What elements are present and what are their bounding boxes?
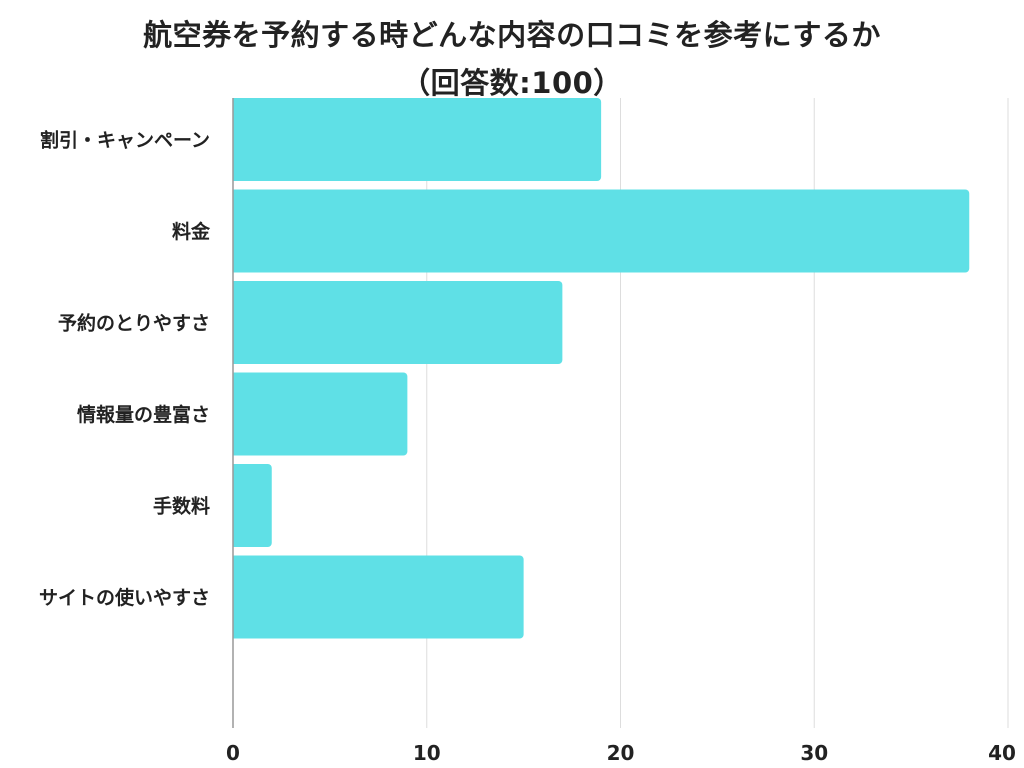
category-label: 情報量の豊富さ [77, 403, 210, 426]
bar-4 [233, 464, 272, 547]
bar-base-2 [233, 281, 239, 364]
bar-2 [233, 281, 563, 364]
bar-base-0 [233, 98, 239, 181]
category-label: 予約のとりやすさ [58, 312, 210, 335]
x-tick-label: 20 [607, 741, 635, 765]
x-tick-label: 30 [800, 741, 828, 765]
x-tick-label: 40 [988, 741, 1016, 765]
bar-3 [233, 372, 408, 456]
chart-subtitle: （回答数:100） [401, 66, 623, 100]
chart-title: 航空券を予約する時どんな内容の口コミを参考にするか [143, 18, 881, 52]
bar-base-1 [233, 189, 239, 273]
x-tick-label: 0 [226, 741, 240, 765]
tick-labels: 0 10 20 30 40 [226, 741, 1016, 765]
x-tick-label: 10 [413, 741, 441, 765]
category-label: 割引・キャンペーン [40, 129, 210, 152]
bar-0 [233, 98, 602, 181]
bar-1 [233, 189, 970, 273]
bar-base-5 [233, 555, 239, 639]
bar-5 [233, 555, 524, 639]
category-label: 手数料 [153, 495, 210, 518]
category-label: サイトの使いやすさ [39, 587, 210, 609]
bar-base-3 [233, 372, 239, 456]
bar-base-4 [233, 464, 239, 547]
category-label: 料金 [172, 220, 211, 243]
bars [233, 98, 970, 639]
